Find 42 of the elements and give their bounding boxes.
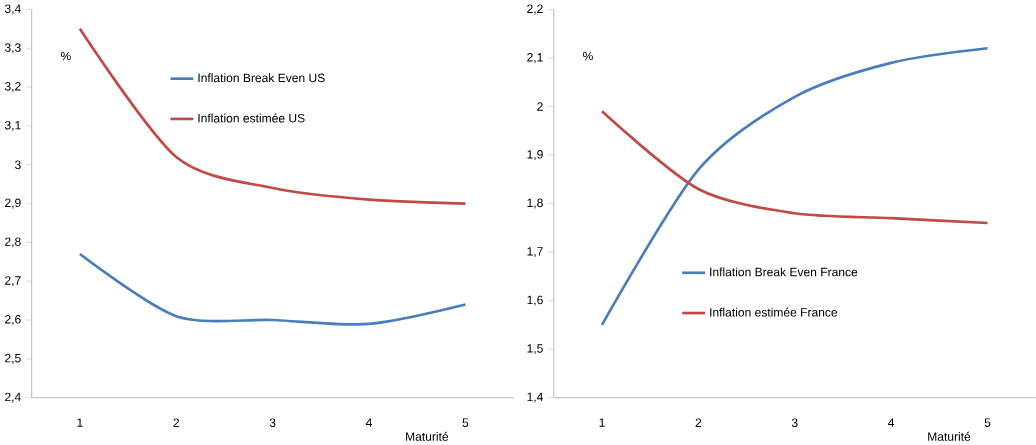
x-tick-label: 4	[365, 418, 373, 427]
legend-label: Inflation Break Even France	[710, 267, 858, 277]
x-tick-label: 5	[462, 418, 469, 427]
y-tick-label: 1,4	[527, 392, 543, 403]
x-tick-label: 2	[695, 418, 702, 427]
y-tick-label: 3,2	[4, 81, 21, 92]
x-tick-label: 1	[599, 418, 605, 427]
y-tick-label: 3,1	[4, 120, 21, 131]
y-tick-label: 2	[537, 102, 543, 111]
line-series	[78, 27, 467, 205]
y-tick-label: 1,8	[527, 198, 543, 209]
x-tick-label: 4	[888, 418, 895, 427]
y-tick-label: 3,4	[4, 4, 21, 15]
y-tick-label: 2,6	[5, 314, 21, 325]
y-tick-label: 3	[14, 160, 21, 169]
x-axis-title: Maturité	[406, 431, 449, 441]
line-series	[78, 252, 467, 326]
x-tick-label: 3	[791, 418, 798, 427]
y-axis-title: %	[60, 51, 71, 61]
line-series	[600, 109, 989, 225]
x-axis-title: Maturité	[928, 431, 971, 441]
y-tick-label: 2,1	[527, 52, 543, 63]
y-tick-label: 1,5	[527, 344, 543, 354]
y-tick-label: 1,9	[527, 149, 543, 160]
y-tick-label: 2,7	[5, 276, 21, 287]
line-series	[600, 46, 989, 327]
y-tick-label: 1,7	[527, 247, 543, 257]
y-tick-label: 2,2	[527, 4, 543, 15]
x-tick-label: 5	[984, 418, 991, 427]
y-tick-label: 2,5	[5, 353, 21, 364]
legend-label: Inflation estimée US	[198, 113, 305, 123]
x-tick-label: 3	[269, 418, 276, 427]
legend-label: Inflation estimée France	[710, 307, 838, 317]
y-tick-label: 1,6	[527, 295, 543, 306]
legend-label: Inflation Break Even US	[198, 73, 325, 82]
y-tick-label: 2,8	[5, 237, 21, 248]
y-tick-label: 3,3	[4, 43, 21, 54]
x-tick-label: 1	[77, 418, 83, 427]
x-tick-label: 2	[173, 418, 179, 427]
y-axis-title: %	[583, 51, 593, 61]
y-tick-label: 2,4	[5, 392, 21, 403]
y-tick-label: 2,9	[5, 198, 21, 209]
